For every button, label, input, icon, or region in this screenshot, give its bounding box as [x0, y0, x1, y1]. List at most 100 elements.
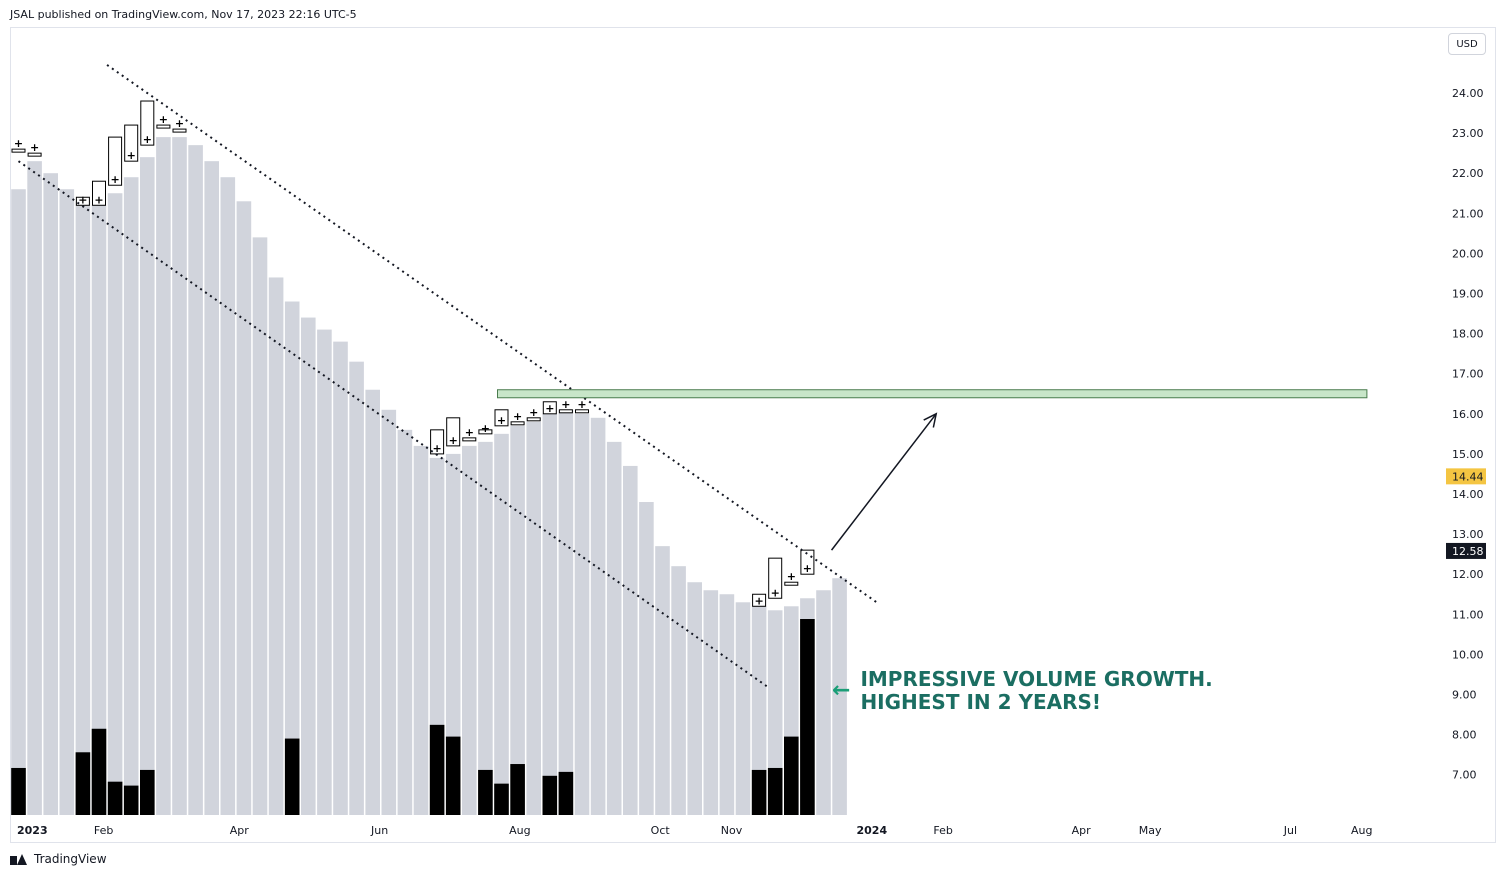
price-close-marker: + [545, 402, 554, 415]
volume-bar [767, 767, 783, 815]
price-tick-label: 10.00 [1452, 648, 1484, 661]
price-bar [446, 417, 461, 447]
time-tick-label: Aug [509, 824, 530, 837]
volume-bar [800, 619, 815, 815]
ma-column [220, 177, 236, 815]
footer-brand[interactable]: TradingView [10, 852, 107, 866]
ma-column [445, 453, 461, 815]
ma-column [671, 566, 686, 815]
annotation-line-2: HIGHEST IN 2 YEARS! [860, 690, 1102, 714]
ma-column [526, 421, 541, 815]
price-tick-label: 7.00 [1452, 769, 1477, 782]
ma-column [767, 610, 783, 815]
ma-column [268, 277, 284, 816]
ma-column [542, 413, 558, 815]
ma-column [333, 341, 348, 815]
price-tick-label: 16.00 [1452, 408, 1484, 421]
price-label: 14.44 [1452, 470, 1484, 483]
ma-column [107, 193, 123, 815]
price-tick-label: 21.00 [1452, 207, 1484, 220]
price-close-marker: + [465, 426, 474, 439]
price-close-marker: + [30, 141, 39, 154]
price-tick-label: 18.00 [1452, 328, 1484, 341]
left-arrow-icon: ← [832, 678, 851, 703]
price-label: 12.58 [1452, 545, 1484, 558]
price-tick-label: 23.00 [1452, 127, 1484, 140]
ma-column [816, 590, 831, 815]
ma-column [703, 590, 719, 815]
volume-bar [429, 724, 445, 815]
ma-column [478, 441, 493, 815]
time-tick-label: Oct [651, 824, 671, 837]
time-tick-label: Apr [230, 824, 250, 837]
price-close-marker: + [432, 442, 441, 455]
ma-column [751, 606, 767, 815]
time-tick-label: Feb [933, 824, 952, 837]
price-tick-label: 13.00 [1452, 528, 1484, 541]
price-bar [108, 136, 123, 186]
time-axis: 2023 Feb Apr Jun Aug Oct Nov 2024 Feb Apr May Jul Au… [17, 824, 1372, 837]
ma-column [349, 361, 364, 815]
price-close-marker: + [513, 410, 522, 423]
price-close-marker: + [159, 113, 168, 126]
price-tick-label: 8.00 [1452, 729, 1477, 742]
volume-bar [784, 736, 799, 815]
ma-column [687, 582, 702, 815]
price-axis: 24.00 23.00 22.00 21.00 20.00 19.00 18.00 17.00… [1446, 87, 1486, 782]
ma-column [381, 409, 397, 815]
price-close-marker: + [754, 594, 763, 607]
price-bar [768, 557, 783, 599]
drawings-layer [17, 64, 1368, 688]
time-tick-label: Apr [1072, 824, 1092, 837]
projection-arrow [830, 413, 937, 551]
price-bar [462, 437, 477, 442]
time-tick-label: 2023 [17, 824, 48, 837]
price-tick-label: 24.00 [1452, 87, 1484, 100]
volume-bar [11, 767, 26, 815]
price-close-marker: + [481, 422, 490, 435]
price-bar [11, 148, 26, 153]
lower-trendline [17, 160, 768, 688]
price-close-marker: + [561, 398, 570, 411]
price-close-marker: + [803, 562, 812, 575]
price-close-marker: + [78, 193, 87, 206]
volume-bar [558, 771, 574, 815]
ma-column [284, 301, 300, 815]
price-close-marker: + [110, 173, 119, 186]
ma-column [735, 602, 751, 815]
volume-bar [284, 738, 300, 815]
price-close-marker: + [94, 193, 103, 206]
price-close-marker: + [143, 133, 152, 146]
ma-column [558, 409, 574, 815]
price-tick-label: 19.00 [1452, 288, 1484, 301]
price-tick-label: 9.00 [1452, 689, 1477, 702]
price-tick-label: 14.00 [1452, 488, 1484, 501]
price-close-marker: + [14, 137, 23, 150]
ma-column [365, 389, 380, 815]
ma-column [156, 137, 171, 816]
volume-bar [123, 785, 139, 815]
price-bar [575, 409, 589, 414]
annotation-line-1: IMPRESSIVE VOLUME GROWTH. [860, 667, 1213, 691]
ma-column [639, 502, 654, 815]
price-bar [140, 100, 155, 146]
price-close-marker: + [497, 414, 506, 427]
ma-column [494, 433, 509, 815]
price-label-bg [1446, 542, 1486, 559]
volume-bar [751, 769, 767, 815]
ma-column [510, 425, 525, 815]
currency-button[interactable]: USD [1448, 33, 1486, 55]
ma-column [27, 161, 42, 816]
price-tick-label: 17.00 [1452, 368, 1484, 381]
time-tick-label: Jun [370, 824, 388, 837]
volume-bar [510, 764, 525, 815]
ma-column [204, 161, 219, 816]
price-label-bg [1446, 468, 1486, 485]
price-bar [510, 421, 525, 426]
volume-bar [75, 752, 91, 815]
ma-column [719, 594, 735, 815]
upper-trendline [106, 64, 878, 604]
price-bar [172, 128, 187, 133]
price-bar [92, 180, 106, 206]
